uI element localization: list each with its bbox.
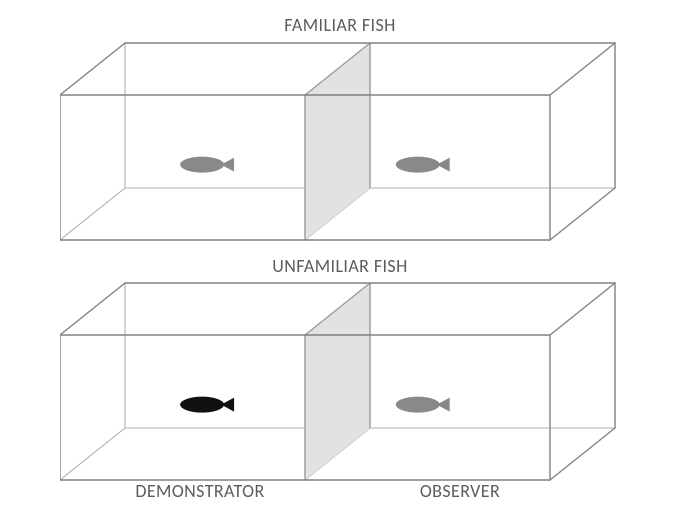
label-unfamiliar: UNFAMILIAR FISH [272,255,407,277]
label-familiar: FAMILIAR FISH [284,14,395,36]
tank-familiar [60,40,620,245]
experiment-diagram: { "labels": { "top": "FAMILIAR FISH", "m… [0,0,678,520]
tank-unfamiliar [60,280,620,485]
